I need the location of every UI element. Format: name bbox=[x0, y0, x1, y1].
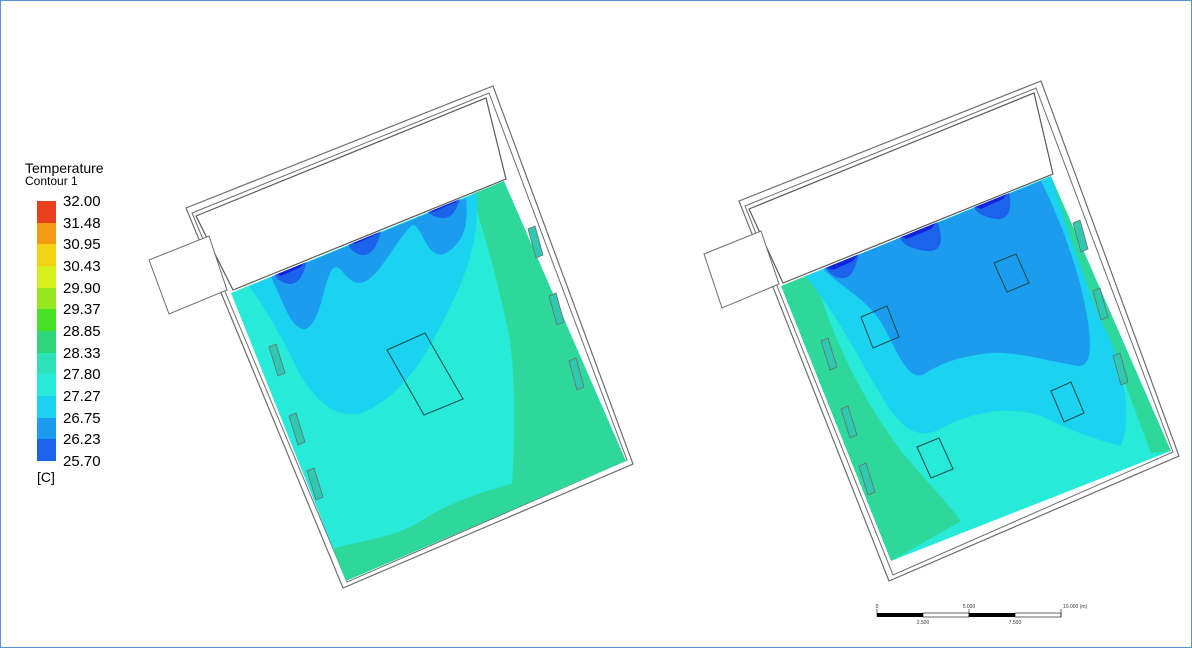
legend-tick: 25.70 bbox=[63, 453, 101, 470]
left-zone-cold bbox=[273, 195, 461, 284]
scale-label: 2.500 bbox=[917, 620, 930, 626]
legend-tick: 31.48 bbox=[63, 214, 101, 232]
right-upper-room bbox=[748, 92, 1054, 284]
right-windows bbox=[820, 219, 1129, 496]
left-windows bbox=[268, 225, 585, 501]
legend-tick: 30.43 bbox=[63, 258, 101, 275]
legend-swatch bbox=[37, 266, 56, 288]
legend-swatch bbox=[37, 352, 56, 375]
legend-tick: 27.80 bbox=[63, 366, 101, 384]
right-obstacle-3 bbox=[1050, 381, 1085, 423]
right-obstacle-2 bbox=[993, 253, 1030, 293]
legend-color-bar bbox=[37, 201, 56, 461]
legend-swatch bbox=[37, 244, 56, 266]
legend-swatch bbox=[37, 287, 56, 310]
legend-tick: 28.85 bbox=[63, 323, 101, 340]
legend-swatch bbox=[37, 309, 56, 331]
scale-label: 0 bbox=[876, 604, 879, 610]
legend-swatch bbox=[37, 439, 56, 461]
left-zone-warm bbox=[471, 181, 626, 501]
right-contour-plot bbox=[703, 80, 1180, 582]
right-outer-wall bbox=[738, 80, 1180, 582]
right-obstacle-1 bbox=[860, 305, 900, 349]
scale-label: 5.000 bbox=[963, 604, 976, 610]
legend-tick: 27.27 bbox=[63, 388, 101, 405]
legend-tick: 28.33 bbox=[63, 344, 101, 362]
legend-subtitle: Contour 1 bbox=[25, 174, 78, 188]
right-inner-wall bbox=[744, 87, 1174, 576]
left-zone-cool bbox=[249, 193, 478, 415]
right-zone-cooler bbox=[823, 181, 1091, 376]
left-zone-cooler bbox=[271, 198, 467, 330]
right-obstacle-4 bbox=[916, 437, 954, 479]
left-obstacle bbox=[386, 332, 464, 416]
legend-swatch bbox=[37, 331, 56, 353]
right-annex bbox=[703, 230, 780, 309]
left-contour-plot bbox=[148, 85, 634, 589]
temperature-legend: Temperature Contour 1 32.00 31.48 30.95 … bbox=[25, 160, 145, 485]
left-outer-wall bbox=[185, 85, 634, 589]
left-inner-wall bbox=[191, 92, 628, 583]
legend-tick: 32.00 bbox=[63, 193, 101, 210]
legend-tick: 29.90 bbox=[63, 279, 101, 297]
legend-unit: [C] bbox=[37, 469, 55, 485]
legend-title: Temperature bbox=[25, 160, 104, 176]
scale-label: 7.500 bbox=[1009, 620, 1022, 626]
left-zone-warm-corner bbox=[331, 461, 626, 581]
legend-swatch bbox=[37, 374, 56, 396]
left-annex bbox=[148, 235, 228, 315]
legend-swatch bbox=[37, 201, 56, 223]
scale-bar: 0 5.000 10.000 (m) 2.500 7.500 bbox=[876, 604, 1088, 626]
legend-swatch bbox=[37, 417, 56, 440]
left-upper-room bbox=[195, 97, 507, 291]
legend-tick: 30.95 bbox=[63, 236, 101, 254]
legend-tick: 26.75 bbox=[63, 409, 101, 427]
legend-tick: 29.37 bbox=[63, 301, 101, 319]
legend-swatch bbox=[37, 396, 56, 418]
scale-label: 10.000 (m) bbox=[1063, 604, 1088, 610]
legend-tick: 26.23 bbox=[63, 431, 101, 449]
legend-swatch bbox=[37, 222, 56, 245]
